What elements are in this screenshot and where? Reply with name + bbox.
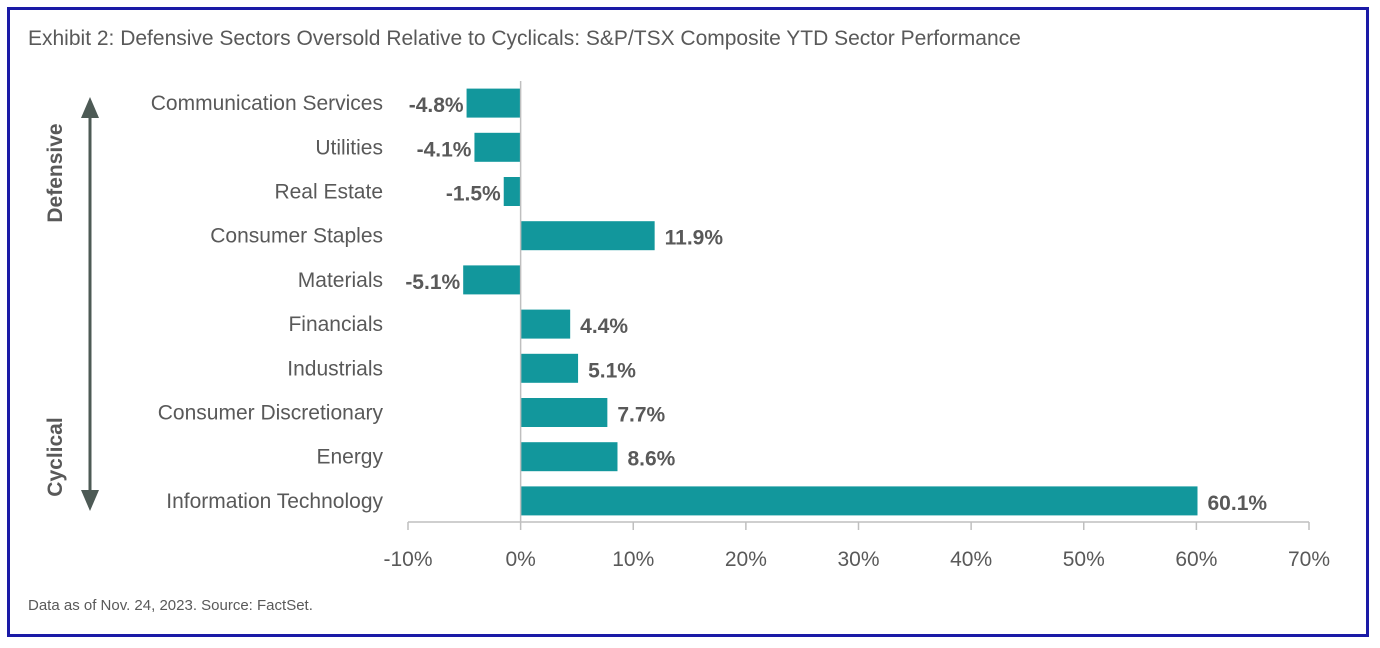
- x-tick-label: 50%: [1063, 548, 1105, 571]
- category-label: Energy: [316, 446, 383, 469]
- value-label: 60.1%: [1208, 492, 1268, 515]
- value-label: -4.8%: [409, 94, 464, 117]
- bar-6: [520, 353, 579, 383]
- value-label: 5.1%: [588, 359, 636, 382]
- bar-4: [463, 265, 521, 295]
- x-tick-label: 20%: [725, 548, 767, 571]
- value-label: 8.6%: [627, 448, 675, 471]
- category-label: Materials: [298, 269, 383, 292]
- x-tick-label: -10%: [383, 548, 432, 571]
- x-tick-label: 30%: [837, 548, 879, 571]
- category-label: Consumer Staples: [210, 225, 383, 248]
- x-tick-label: 60%: [1175, 548, 1217, 571]
- chart-frame: [7, 7, 1369, 637]
- value-label: -5.1%: [405, 271, 460, 294]
- category-label: Financials: [288, 313, 383, 336]
- value-label: -4.1%: [417, 138, 472, 161]
- x-tick-label: 70%: [1288, 548, 1330, 571]
- x-tick-label: 10%: [612, 548, 654, 571]
- value-label: 11.9%: [665, 227, 724, 250]
- bar-7: [520, 398, 608, 427]
- category-label: Industrials: [287, 357, 383, 380]
- bar-5: [520, 309, 571, 339]
- value-label: 7.7%: [617, 404, 665, 427]
- bar-1: [474, 132, 521, 162]
- group-label-cyclical: Cyclical: [44, 417, 67, 496]
- bar-0: [466, 88, 521, 118]
- value-label: 4.4%: [580, 315, 628, 338]
- bar-2: [503, 177, 521, 206]
- bar-3: [520, 221, 655, 251]
- category-label: Utilities: [315, 136, 383, 159]
- x-tick-label: 40%: [950, 548, 992, 571]
- chart-footnote: Data as of Nov. 24, 2023. Source: FactSe…: [28, 597, 313, 614]
- bar-9: [520, 486, 1198, 516]
- group-label-defensive: Defensive: [44, 123, 67, 222]
- category-label: Information Technology: [166, 490, 383, 513]
- category-label: Real Estate: [274, 181, 383, 204]
- category-label: Consumer Discretionary: [158, 402, 384, 425]
- value-label: -1.5%: [446, 183, 501, 206]
- bar-8: [520, 442, 618, 472]
- defensive-cyclical-arrow: [81, 97, 99, 511]
- chart-title: Exhibit 2: Defensive Sectors Oversold Re…: [28, 27, 1021, 50]
- category-label: Communication Services: [151, 92, 383, 115]
- x-tick-label: 0%: [505, 548, 535, 571]
